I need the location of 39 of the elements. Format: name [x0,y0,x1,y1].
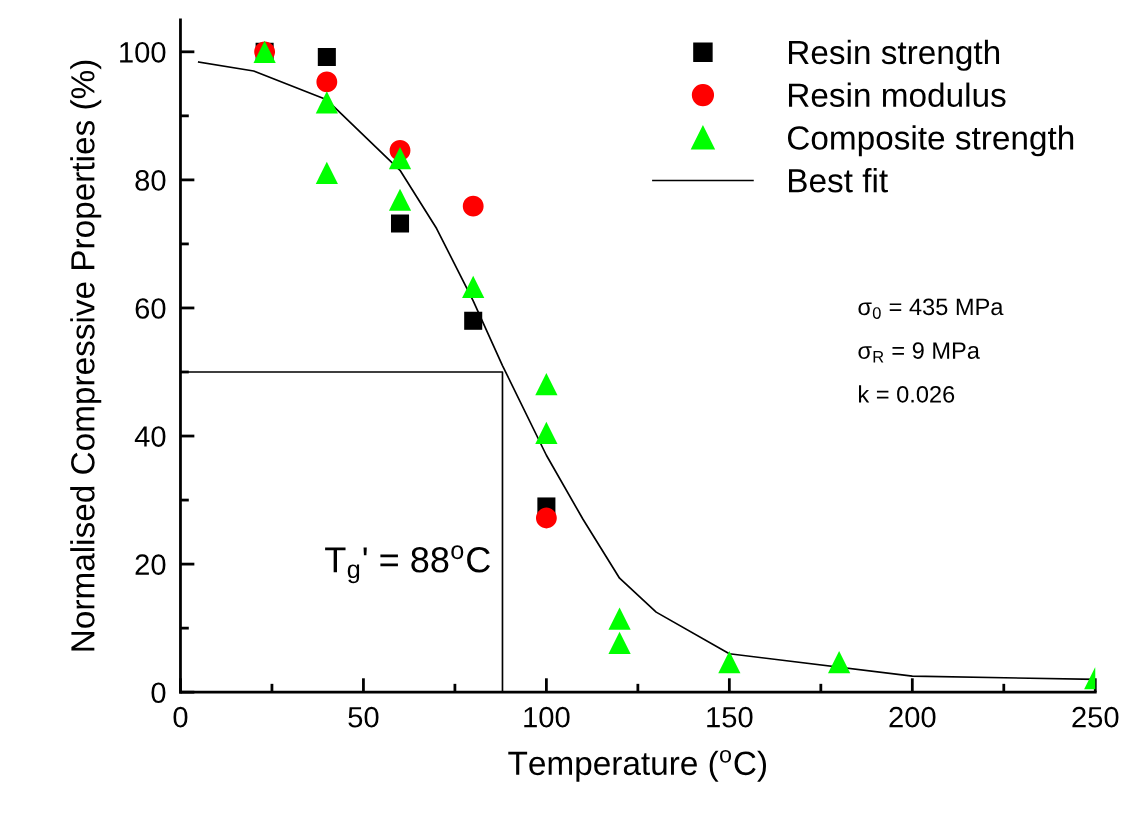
point [462,195,484,217]
x-tick-label: 100 [524,706,570,728]
legend-label: Resin strength [789,39,1000,71]
x-tick-label: 200 [889,706,936,728]
point [535,421,558,444]
x-tick-label: 50 [348,706,379,728]
annotation: σ$_{0}$ = 435 MPa [858,298,1004,319]
point [464,311,483,330]
point [388,147,412,170]
annotation: σ$_{R}$ = 9 MPa [858,342,980,363]
y-tick-label: 20 [135,554,166,575]
point [315,91,338,114]
point [317,47,336,66]
point [462,275,485,298]
point [388,188,412,211]
legend-label: Composite strength [787,125,1074,157]
y-tick-label: 60 [135,298,166,319]
x-tick-label: 250 [1072,706,1119,728]
y-tick-label: 40 [134,426,166,447]
y-tick-label: 80 [135,170,166,191]
point [390,214,410,233]
legend-label: Resin modulus [789,82,1006,108]
point [608,631,631,654]
x-tick-label: 0 [173,706,188,728]
legend-label: Best fit [789,168,888,193]
y-axis-title: Normalised Compressive Properties (%) [70,60,102,651]
point [535,507,557,529]
point [828,650,851,674]
annotation: k = 0.026 [859,385,955,403]
point [608,607,631,630]
point [316,71,338,93]
y-tick-label: 100 [120,42,166,63]
point [718,650,741,674]
point [315,161,338,184]
y-tick-label: 0 [151,682,166,704]
x-tick-label: 150 [707,706,753,728]
annotation: T$_{g}$' = 88$^{o}$C [325,545,490,584]
x-axis-title: Temperature ($^{o}$C) [508,749,766,782]
point [535,373,558,396]
